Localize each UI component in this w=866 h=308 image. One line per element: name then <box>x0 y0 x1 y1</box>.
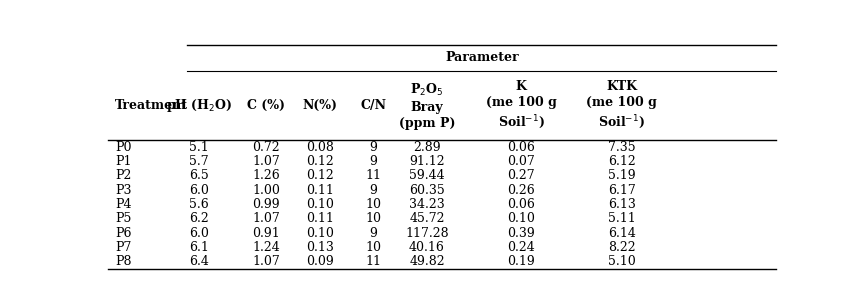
Text: P3: P3 <box>115 184 132 197</box>
Text: 91.12: 91.12 <box>410 155 445 168</box>
Text: 40.16: 40.16 <box>409 241 445 254</box>
Text: P4: P4 <box>115 198 132 211</box>
Text: 6.14: 6.14 <box>608 227 636 240</box>
Text: 0.91: 0.91 <box>252 227 280 240</box>
Text: N(%): N(%) <box>302 99 337 112</box>
Text: 6.0: 6.0 <box>189 184 209 197</box>
Text: 49.82: 49.82 <box>410 255 445 268</box>
Text: 5.11: 5.11 <box>608 212 636 225</box>
Text: 0.19: 0.19 <box>507 255 535 268</box>
Text: 59.44: 59.44 <box>410 169 445 182</box>
Text: 9: 9 <box>370 227 378 240</box>
Text: 0.07: 0.07 <box>507 155 535 168</box>
Text: pH (H$_2$O): pH (H$_2$O) <box>165 97 232 114</box>
Text: 0.06: 0.06 <box>507 141 535 154</box>
Text: C (%): C (%) <box>247 99 285 112</box>
Text: 1.07: 1.07 <box>252 255 280 268</box>
Text: 0.10: 0.10 <box>306 198 333 211</box>
Text: 0.10: 0.10 <box>507 212 535 225</box>
Text: P0: P0 <box>115 141 132 154</box>
Text: 10: 10 <box>365 212 381 225</box>
Text: 6.2: 6.2 <box>189 212 209 225</box>
Text: 11: 11 <box>365 255 381 268</box>
Text: 9: 9 <box>370 155 378 168</box>
Text: 11: 11 <box>365 169 381 182</box>
Text: 60.35: 60.35 <box>409 184 445 197</box>
Text: 0.72: 0.72 <box>252 141 280 154</box>
Text: 6.17: 6.17 <box>608 184 636 197</box>
Text: 34.23: 34.23 <box>409 198 445 211</box>
Text: 117.28: 117.28 <box>405 227 449 240</box>
Text: 5.10: 5.10 <box>608 255 636 268</box>
Text: Treatment: Treatment <box>115 99 188 112</box>
Text: 2.89: 2.89 <box>413 141 441 154</box>
Text: 5.1: 5.1 <box>189 141 209 154</box>
Text: 0.27: 0.27 <box>507 169 535 182</box>
Text: 10: 10 <box>365 241 381 254</box>
Text: 0.06: 0.06 <box>507 198 535 211</box>
Text: 1.26: 1.26 <box>252 169 280 182</box>
Text: 0.11: 0.11 <box>306 212 333 225</box>
Text: 1.07: 1.07 <box>252 155 280 168</box>
Text: P8: P8 <box>115 255 132 268</box>
Text: 45.72: 45.72 <box>410 212 445 225</box>
Text: 0.39: 0.39 <box>507 227 535 240</box>
Text: 6.13: 6.13 <box>608 198 636 211</box>
Text: 6.0: 6.0 <box>189 227 209 240</box>
Text: 0.13: 0.13 <box>306 241 333 254</box>
Text: Parameter: Parameter <box>445 51 519 64</box>
Text: P5: P5 <box>115 212 132 225</box>
Text: 5.19: 5.19 <box>608 169 636 182</box>
Text: 6.12: 6.12 <box>608 155 636 168</box>
Text: P7: P7 <box>115 241 132 254</box>
Text: 9: 9 <box>370 184 378 197</box>
Text: 0.26: 0.26 <box>507 184 535 197</box>
Text: 1.00: 1.00 <box>252 184 280 197</box>
Text: P2: P2 <box>115 169 132 182</box>
Text: 6.4: 6.4 <box>189 255 209 268</box>
Text: 0.24: 0.24 <box>507 241 535 254</box>
Text: P1: P1 <box>115 155 132 168</box>
Text: KTK
(me 100 g
Soil$^{-1}$): KTK (me 100 g Soil$^{-1}$) <box>586 80 657 131</box>
Text: 0.08: 0.08 <box>306 141 333 154</box>
Text: K
(me 100 g
Soil$^{-1}$): K (me 100 g Soil$^{-1}$) <box>486 80 557 131</box>
Text: 0.11: 0.11 <box>306 184 333 197</box>
Text: 0.10: 0.10 <box>306 227 333 240</box>
Text: 6.1: 6.1 <box>189 241 209 254</box>
Text: 5.6: 5.6 <box>189 198 209 211</box>
Text: 0.09: 0.09 <box>306 255 333 268</box>
Text: 0.99: 0.99 <box>252 198 280 211</box>
Text: 5.7: 5.7 <box>189 155 209 168</box>
Text: 1.07: 1.07 <box>252 212 280 225</box>
Text: 10: 10 <box>365 198 381 211</box>
Text: 1.24: 1.24 <box>252 241 280 254</box>
Text: P6: P6 <box>115 227 132 240</box>
Text: 7.35: 7.35 <box>608 141 636 154</box>
Text: P$_2$O$_5$
Bray
(ppm P): P$_2$O$_5$ Bray (ppm P) <box>399 82 456 130</box>
Text: 8.22: 8.22 <box>608 241 636 254</box>
Text: 9: 9 <box>370 141 378 154</box>
Text: C/N: C/N <box>360 99 386 112</box>
Text: 0.12: 0.12 <box>306 155 333 168</box>
Text: 6.5: 6.5 <box>189 169 209 182</box>
Text: 0.12: 0.12 <box>306 169 333 182</box>
